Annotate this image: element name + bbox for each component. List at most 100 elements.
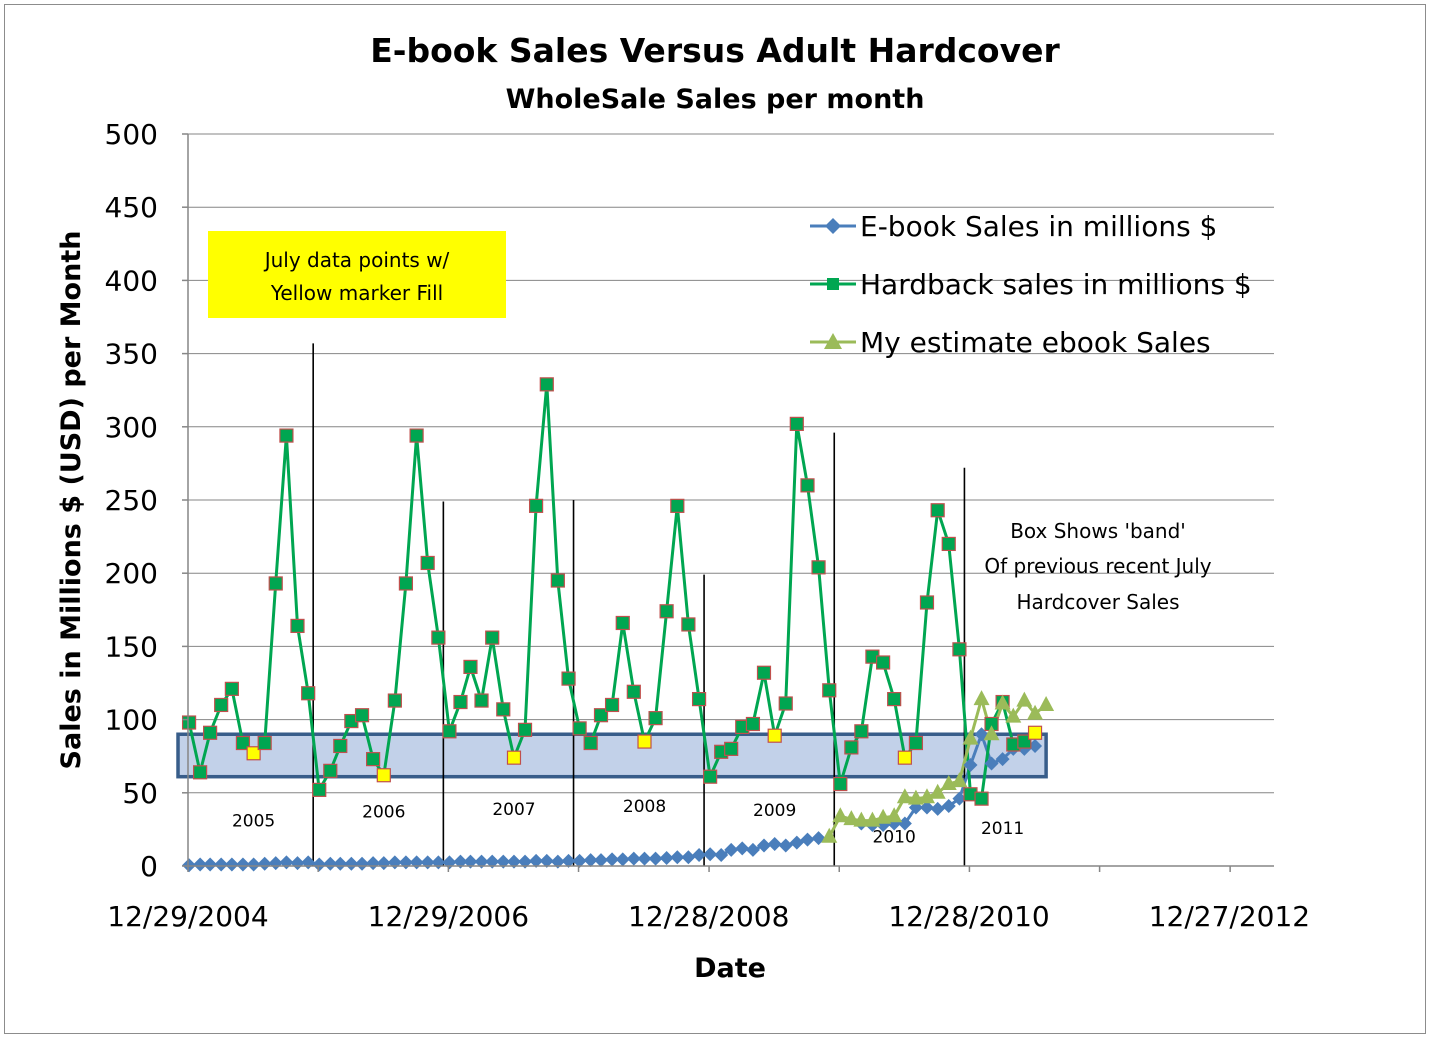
data-point [301,686,316,701]
legend-marker-estimate [824,333,842,349]
legend: E-book Sales in millions $ Hardback sale… [810,210,1252,359]
year-label: 2010 [873,828,916,848]
data-point [724,842,739,857]
data-point [224,681,239,696]
data-point [550,854,565,869]
y-tick-label: 200 [105,557,158,590]
data-point [951,772,968,788]
july-note-line-2: Yellow marker Fill [270,281,443,305]
data-point [1038,695,1055,711]
data-point [463,659,478,674]
data-point [529,853,544,868]
y-axis-title: Sales in Millions $ (USD) per Month [56,231,87,770]
data-point [908,735,924,751]
data-point [897,816,912,831]
data-point [442,724,457,739]
data-point [778,838,793,853]
legend-label-hardback: Hardback sales in millions $ [860,268,1252,301]
data-point [312,782,327,797]
data-point [181,715,197,730]
data-point [409,428,424,443]
y-tick-label: 350 [105,338,158,371]
data-point [235,857,250,872]
x-axis-title: Date [694,953,766,984]
data-point [681,617,696,632]
data-point [268,576,283,591]
data-point [1017,734,1032,749]
data-point [355,856,370,871]
data-point [528,498,544,513]
data-point [778,696,793,711]
data-point [279,428,294,443]
year-label: 2007 [492,800,535,820]
data-point [648,711,663,726]
y-tick-label: 400 [105,264,158,297]
data-point [333,856,348,871]
data-point [626,684,641,699]
data-point [995,752,1010,767]
data-point [887,692,902,707]
data-point [344,856,359,871]
data-point [854,724,869,739]
data-point [756,838,771,853]
data-point [692,848,707,863]
data-point [333,738,348,754]
data-point [832,807,849,823]
legend-label-estimate: My estimate ebook Sales [860,326,1211,359]
data-point [1027,704,1044,720]
data-point [983,725,1000,741]
data-point [930,801,945,816]
data-point [756,665,772,680]
data-point [463,854,478,869]
data-point [193,857,208,872]
y-tick-label: 150 [105,630,158,663]
data-point [984,756,999,771]
y-tick-label: 500 [105,118,158,151]
data-point [929,783,946,799]
data-point [583,853,598,868]
data-point [453,854,468,869]
year-label: 2009 [753,801,796,821]
data-point [833,776,848,792]
data-point [572,721,587,736]
data-point [387,693,402,708]
data-point [637,851,652,866]
data-point [648,851,663,866]
data-point [366,752,381,767]
july-data-point [506,750,522,765]
data-point [789,835,804,850]
data-point [583,735,598,751]
data-point [203,857,218,872]
data-point [312,857,327,872]
data-point [561,671,576,686]
y-tick-label: 50 [122,777,158,810]
data-point [930,503,945,518]
data-point [496,702,511,717]
data-point [789,416,804,431]
july-data-point [1027,725,1043,740]
data-point [1016,691,1033,707]
data-point [224,857,239,872]
data-point [853,811,870,827]
data-point [735,841,750,856]
data-point [615,852,630,867]
year-label: 2011 [981,819,1024,839]
data-point [496,854,511,869]
chart-title: E-book Sales Versus Adult Hardcover [370,31,1060,70]
data-point [1028,738,1043,753]
data-point [354,708,370,723]
y-tick-label: 250 [105,484,158,517]
data-point [800,478,815,493]
x-tick-label: 12/29/2006 [368,900,529,933]
data-point [539,853,554,868]
y-tick-label: 0 [140,850,158,883]
data-point [431,630,446,645]
y-tick-label: 450 [105,191,158,224]
data-point [474,854,489,869]
data-point [659,604,674,619]
data-point [594,853,609,868]
year-labels: 2005 2006 2007 2008 2009 2010 2011 [232,797,1024,848]
data-point [257,856,272,871]
series-markers [181,377,1055,873]
